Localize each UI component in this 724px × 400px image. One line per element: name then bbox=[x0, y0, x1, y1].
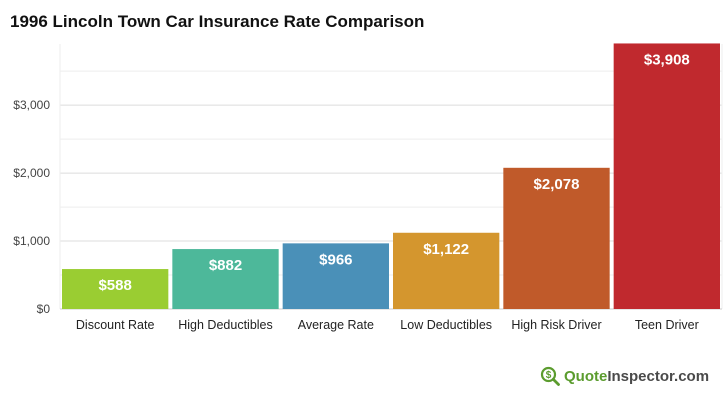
bar-value-label: $882 bbox=[209, 257, 242, 274]
bar-value-label: $966 bbox=[319, 251, 352, 268]
svg-text:$: $ bbox=[546, 370, 552, 381]
bar-value-label: $3,908 bbox=[644, 51, 690, 68]
bar-average-rate bbox=[282, 243, 389, 309]
bar-value-label: $1,122 bbox=[423, 241, 469, 258]
magnifier-dollar-icon: $ bbox=[540, 366, 560, 386]
x-category-label: High Risk Driver bbox=[511, 318, 601, 332]
grid-lines bbox=[59, 44, 723, 310]
y-tick-label: $0 bbox=[37, 302, 51, 316]
y-tick-label: $2,000 bbox=[13, 166, 50, 180]
bar-high-risk-driver bbox=[503, 167, 610, 309]
brand-logo: $ Quote Inspector.com bbox=[540, 366, 709, 386]
y-tick-label: $1,000 bbox=[13, 234, 50, 248]
x-category-label: Low Deductibles bbox=[400, 318, 492, 332]
bar-low-deductibles bbox=[393, 232, 500, 309]
bars bbox=[62, 43, 720, 309]
y-tick-label: $3,000 bbox=[13, 98, 50, 112]
x-category-label: High Deductibles bbox=[178, 318, 273, 332]
category-labels: Discount Rate High Deductibles Average Rat… bbox=[76, 318, 699, 332]
y-axis-ticks: $0 $1,000 $2,000 $3,000 bbox=[13, 98, 50, 316]
x-category-label: Discount Rate bbox=[76, 318, 155, 332]
data-labels: $588 $882 $966 $1,122 $2,078 $3,908 bbox=[98, 51, 689, 294]
bar-high-deductibles bbox=[172, 249, 279, 309]
brand-text-quote: Quote bbox=[564, 367, 608, 385]
x-category-label: Average Rate bbox=[298, 318, 374, 332]
brand-text-inspector: Inspector.com bbox=[607, 367, 710, 385]
chart-title: 1996 Lincoln Town Car Insurance Rate Com… bbox=[10, 12, 425, 31]
bar-discount-rate bbox=[62, 269, 169, 309]
bar-value-label: $2,078 bbox=[534, 176, 580, 193]
x-category-label: Teen Driver bbox=[635, 318, 699, 332]
bar-teen-driver bbox=[613, 43, 720, 309]
bar-value-label: $588 bbox=[98, 277, 131, 294]
